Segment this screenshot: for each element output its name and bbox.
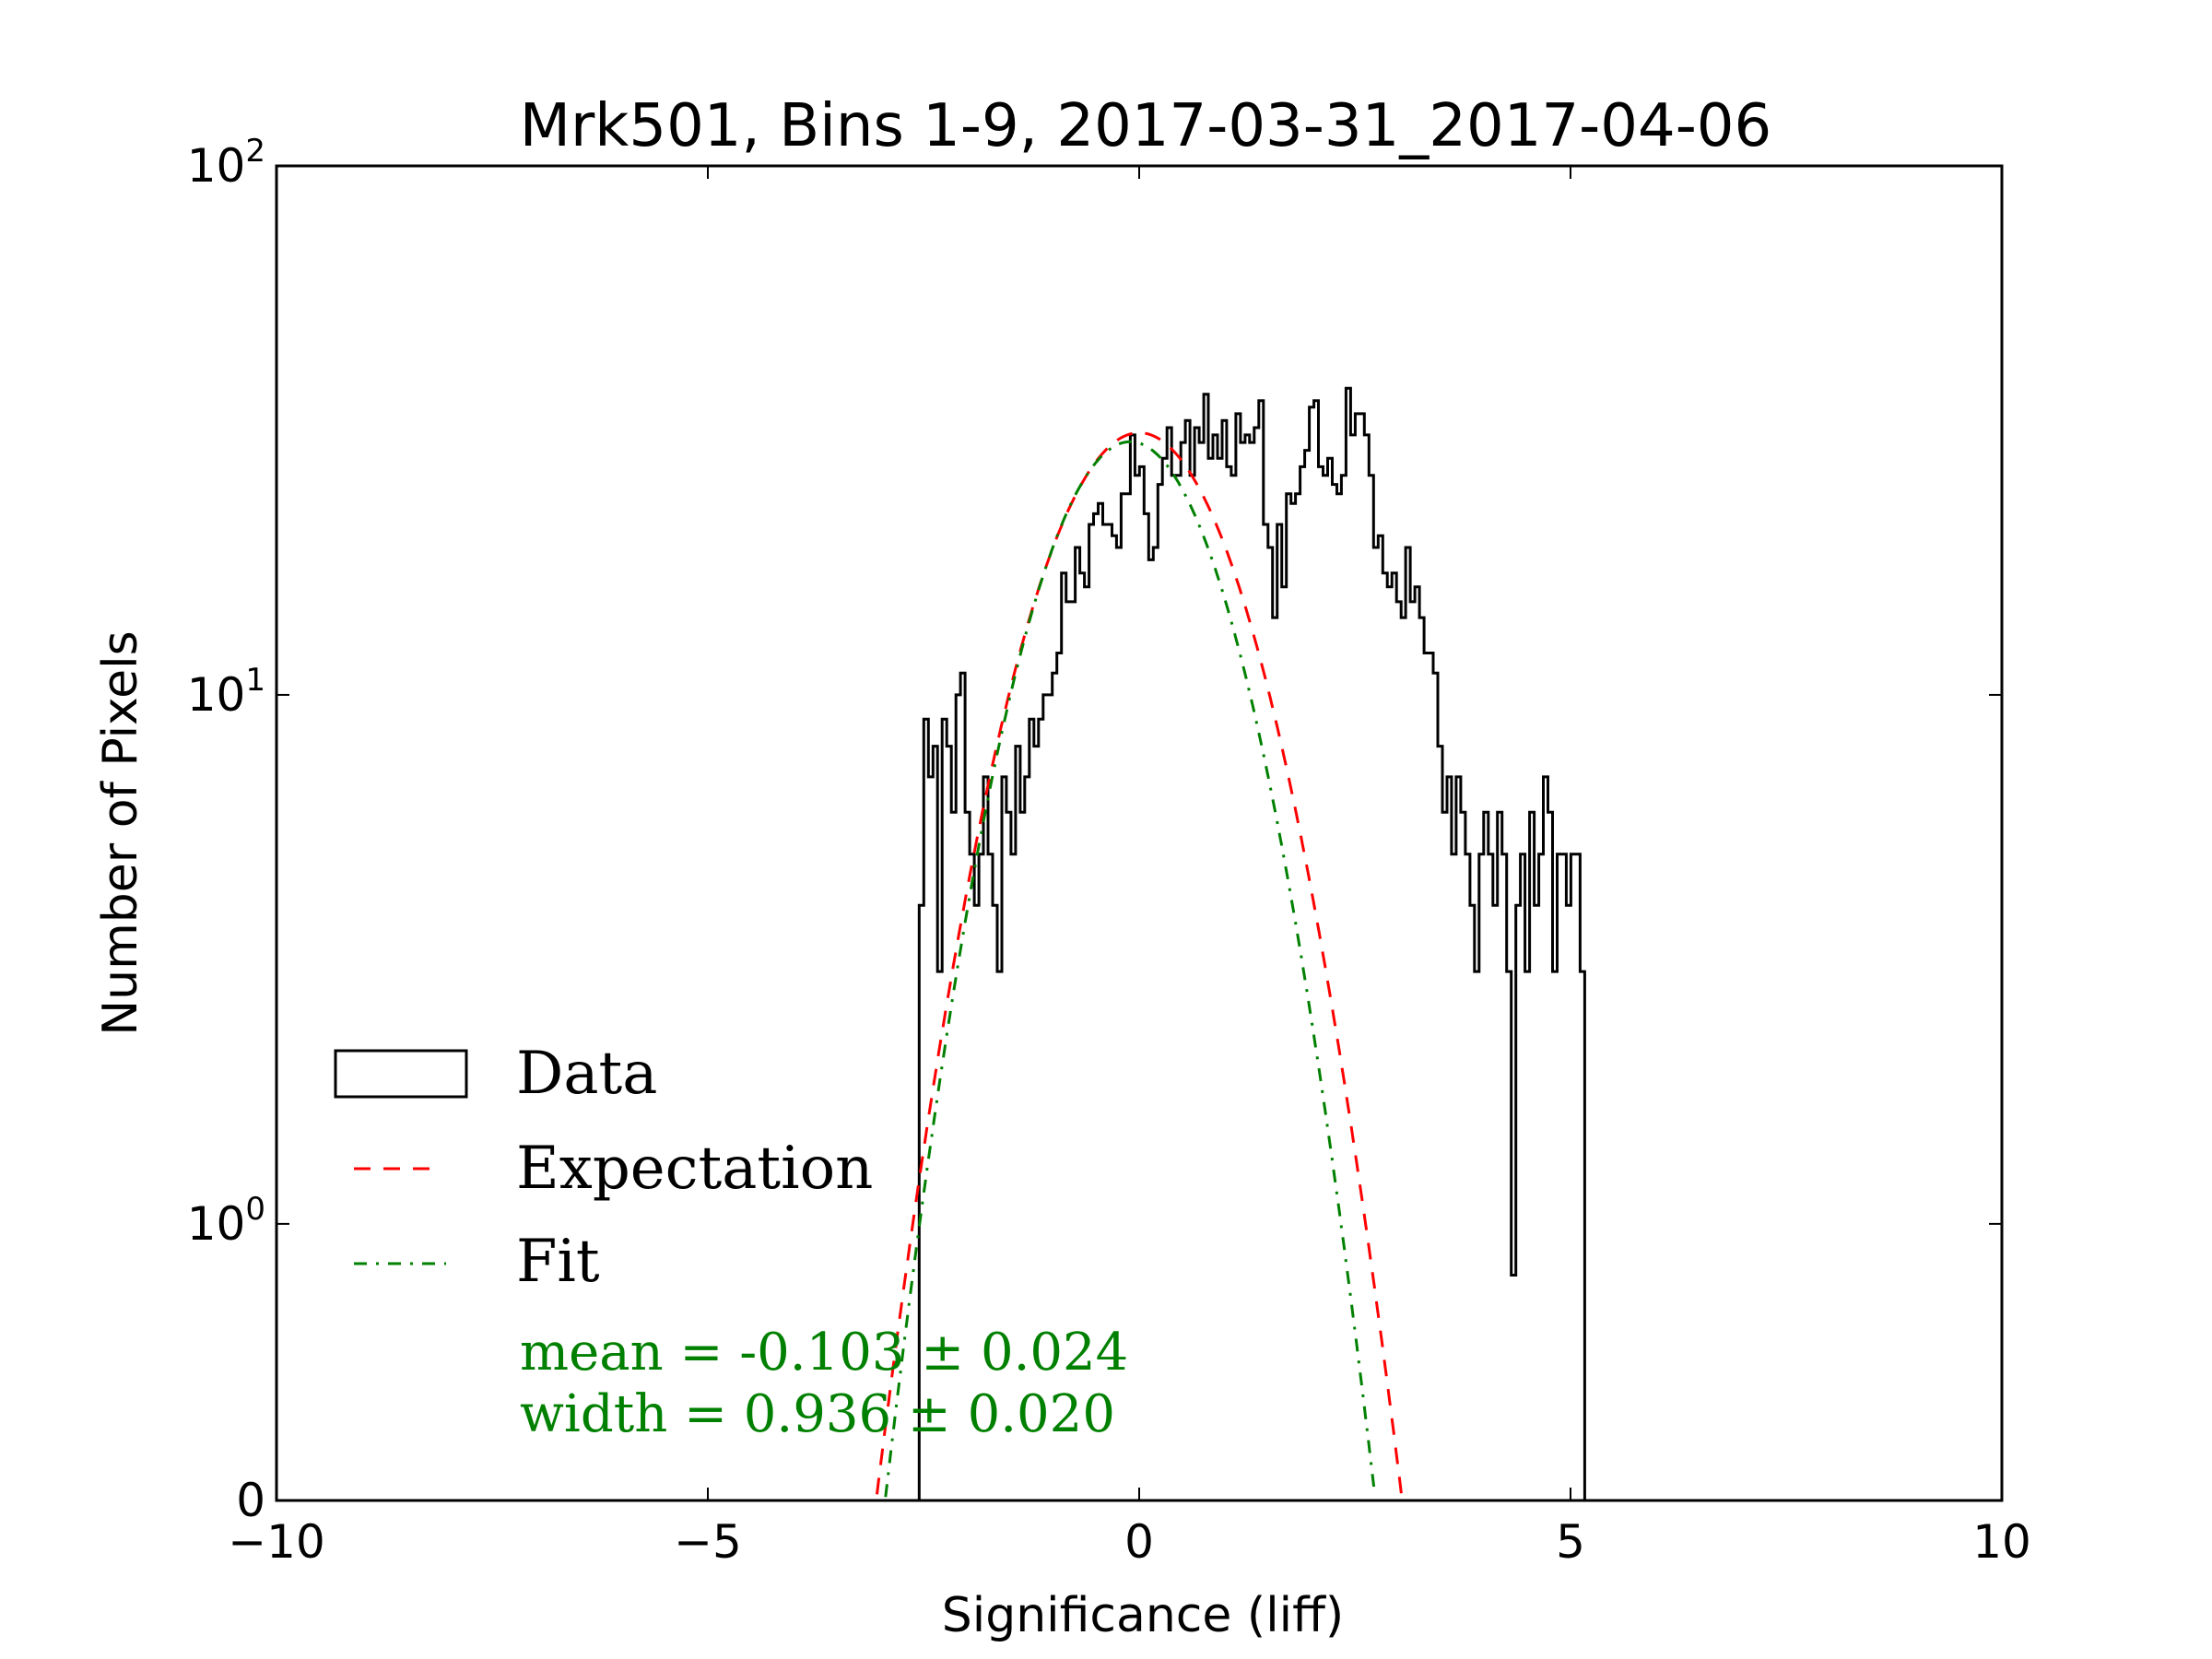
x-axis: −10 −5 0 5 10 [228, 166, 2031, 1569]
x-axis-label: Significance (liff) [942, 1588, 1344, 1643]
y-tick-label-0: 100 [187, 1191, 265, 1251]
fit-mean-annotation: mean = -0.103 ± 0.024 [520, 1323, 1128, 1382]
expectation-curve [876, 430, 1403, 1495]
x-tick-label-1: −5 [674, 1515, 742, 1569]
x-tick-label-3: 5 [1556, 1515, 1585, 1569]
x-tick-label-4: 10 [1972, 1515, 2031, 1569]
plot-inner [876, 386, 1590, 1500]
x-tick-label-2: 0 [1124, 1515, 1154, 1569]
legend-swatch-data [334, 1049, 468, 1099]
y-axis-label: Number of Pixels [93, 630, 148, 1035]
data-histogram [917, 386, 1590, 1500]
fit-width-annotation: width = 0.936 ± 0.020 [520, 1384, 1115, 1444]
y-tick-exp-0: 0 [245, 1191, 265, 1228]
y-tick-base-0: 10 [187, 1197, 246, 1251]
y-tick-label-zero: 0 [236, 1474, 265, 1527]
y-tick-base-2: 10 [187, 139, 246, 193]
y-tick-label-1: 101 [187, 662, 265, 722]
legend-label-expectation: Expectation [516, 1135, 873, 1203]
y-tick-label-2: 102 [187, 133, 265, 193]
y-tick-exp-1: 1 [245, 662, 265, 699]
x-tick-label-0: −10 [228, 1515, 325, 1569]
fit-curve [884, 440, 1376, 1498]
y-tick-exp-2: 2 [245, 133, 265, 170]
legend-label-fit: Fit [516, 1228, 600, 1296]
y-tick-base-1: 10 [187, 668, 246, 722]
plot-area [876, 386, 1590, 1500]
legend-label-data: Data [516, 1040, 657, 1108]
chart-title: Mrk501, Bins 1-9, 2017-03-31_2017-04-06 [520, 92, 1771, 160]
legend: Data Expectation Fit [334, 1040, 873, 1296]
